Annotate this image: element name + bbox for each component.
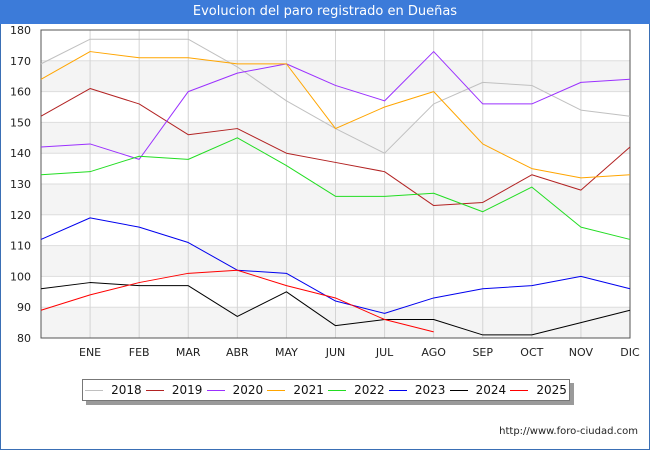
- x-tick-label: MAR: [176, 346, 201, 359]
- chart-legend: 2018 2019 2020 2021 2022 2023 2024 2025: [82, 379, 570, 401]
- x-tick-label: FEB: [129, 346, 150, 359]
- legend-item-2020: 2020: [206, 383, 264, 397]
- legend-label: 2020: [232, 383, 264, 397]
- y-tick-label: 150: [10, 116, 31, 129]
- x-tick-label: OCT: [520, 346, 543, 359]
- y-tick-label: 140: [10, 147, 31, 160]
- legend-swatch: [206, 389, 225, 391]
- legend-item-2021: 2021: [267, 383, 324, 397]
- legend-label: 2022: [354, 383, 385, 397]
- legend-label: 2018: [111, 383, 142, 397]
- series-lines: [40, 38, 631, 336]
- y-axis-ticks: 80 90 100 110 120 130 140 150 160 170 180: [10, 24, 31, 345]
- x-tick-label: MAY: [275, 346, 298, 359]
- y-tick-label: 130: [10, 178, 31, 191]
- y-tick-label: 120: [10, 209, 31, 222]
- plot-border: [40, 29, 631, 339]
- legend-swatch: [449, 389, 468, 391]
- x-tick-label: NOV: [569, 346, 594, 359]
- y-tick-label: 160: [10, 86, 31, 99]
- series-line-2019: [40, 88, 631, 207]
- y-tick-label: 170: [10, 55, 31, 68]
- y-tick-label: 100: [10, 270, 31, 283]
- y-tick-label: 110: [10, 240, 31, 253]
- series-line-2020: [40, 51, 631, 160]
- series-line-2023: [40, 217, 631, 314]
- y-tick-label: 180: [10, 24, 31, 37]
- legend-item-2025: 2025: [510, 383, 567, 397]
- legend-item-2018: 2018: [85, 383, 142, 397]
- legend-swatch: [510, 389, 529, 391]
- legend-label: 2023: [414, 383, 446, 397]
- legend-label: 2019: [171, 383, 203, 397]
- x-tick-label: AGO: [421, 346, 446, 359]
- x-tick-label: JUN: [325, 346, 346, 359]
- series-line-2025: [40, 269, 434, 333]
- y-tick-label: 90: [17, 301, 31, 314]
- legend-swatch: [388, 389, 407, 391]
- plot-axes: [40, 29, 631, 339]
- y-tick-label: 80: [17, 332, 31, 345]
- legend-item-2023: 2023: [388, 383, 446, 397]
- series-line-2022: [40, 137, 631, 240]
- x-tick-label: ABR: [226, 346, 249, 359]
- x-tick-label: ENE: [79, 346, 101, 359]
- x-axis-ticks: ENE FEB MAR ABR MAY JUN JUL AGO SEP OCT NOV DIC: [79, 346, 640, 359]
- x-tick-label: JUL: [375, 346, 394, 359]
- x-tick-label: DIC: [620, 346, 640, 359]
- legend-label: 2021: [293, 383, 324, 397]
- series-line-2024: [40, 282, 631, 336]
- legend-item-2019: 2019: [145, 383, 203, 397]
- legend-item-2022: 2022: [328, 383, 385, 397]
- legend-item-2024: 2024: [449, 383, 507, 397]
- series-line-2021: [40, 51, 631, 179]
- legend-swatch: [328, 389, 347, 391]
- legend-label: 2024: [475, 383, 507, 397]
- chart-title: Evolucion del paro registrado en Dueñas: [0, 0, 650, 24]
- x-tick-label: SEP: [472, 346, 493, 359]
- legend-swatch: [145, 389, 164, 391]
- source-url: http://www.foro-ciudad.com: [499, 426, 638, 437]
- legend-swatch: [85, 389, 104, 391]
- legend-label: 2025: [536, 383, 567, 397]
- legend-swatch: [267, 389, 286, 391]
